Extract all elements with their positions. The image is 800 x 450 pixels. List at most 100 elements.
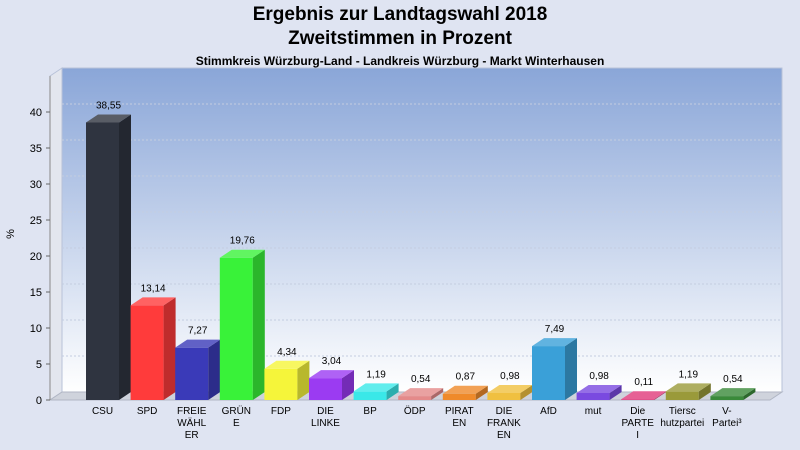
chart-title: Ergebnis zur Landtagswahl 2018 [252,4,548,25]
bar [353,383,399,400]
bar-front [665,391,699,400]
y-tick-label: 20 [30,251,42,263]
bar-side [743,388,756,400]
bar [487,384,533,400]
bar-value-label: 19,76 [230,236,255,247]
bar-value-label: 1,19 [679,369,699,380]
bar [309,370,354,400]
category-label-line: ER [185,430,199,441]
plot-side-wall [49,67,63,401]
bar-side [475,385,488,400]
bar-value-label: 1,19 [366,369,386,380]
category-label-line: V- [722,406,731,417]
category-label: CSU [92,406,113,417]
bar [219,249,265,400]
bar-top [665,383,711,392]
category-label: SPD [137,406,158,417]
category-label-line: I [636,430,639,441]
bar-side [565,338,577,400]
category-label: DIE LINKE [311,406,340,429]
bar-side [654,391,667,400]
category-label-line: FRANK [487,418,521,429]
bar [130,297,176,400]
bar-value-label: 0,54 [723,374,743,385]
bar-top [86,114,131,123]
category-label-line: Die [630,406,645,417]
bar-top [621,391,667,400]
category-label-line: Partei³ [712,418,742,429]
bar-value-label: 4,34 [277,347,297,358]
bar-side [297,360,310,400]
bar-value-label: 0,11 [634,377,653,388]
bar-value-label: 0,87 [456,372,476,383]
bar [665,383,711,400]
category-label: FDP [271,406,291,417]
bar-front [576,392,610,400]
bar-side [698,383,711,400]
bar [175,339,221,400]
bar-top [710,388,756,397]
bar-side [520,384,533,400]
bar-top [487,384,533,393]
chart-subsubtitle: Stimmkreis Würzburg-Land - Landkreis Wür… [195,54,605,68]
bar-side [386,383,399,400]
bar-top [264,360,310,369]
bar-side [119,114,131,400]
y-tick-label: 30 [30,179,42,191]
category-label-line: SPD [137,406,158,417]
bar-front [219,257,253,400]
bar-side [609,384,622,400]
bar-side [342,370,354,400]
bar-top [175,339,221,348]
category-label: ÖDP [404,405,426,417]
bar-top [442,385,488,394]
bar-side [208,339,221,400]
bar-value-label: 38,55 [96,100,121,111]
bar-top [576,384,622,393]
category-label-line: PIRAT [445,406,474,417]
category-label: mut [585,406,602,417]
y-tick-label: 0 [36,395,42,407]
category-label: BP [363,406,377,417]
category-label: Die PARTE I [621,406,654,441]
category-label: GRÜN E [222,405,251,429]
bar-front [487,392,521,400]
y-tick-label: 15 [30,287,42,299]
bar-value-label: 0,54 [411,374,431,385]
bar-top [130,297,176,306]
bar [576,384,622,400]
bar-value-label: 3,04 [322,356,342,367]
category-label-line: PARTE [621,418,654,429]
bar-value-label: 7,49 [545,324,565,335]
category-label: DIE FRANK EN [487,406,521,441]
category-label-line: WÄHL [177,417,206,429]
bar-front [710,396,744,400]
bar-top [309,370,354,379]
plot-back-wall [61,67,783,393]
bar-value-label: 7,27 [188,326,208,337]
y-tick-label: 40 [30,107,42,119]
bar-top [219,249,265,258]
category-label-line: CSU [92,406,113,417]
category-label-line: EN [497,430,511,441]
y-tick-label: 25 [30,215,42,227]
category-label: AfD [540,406,557,417]
category-label-line: LINKE [311,418,340,429]
bar [621,391,667,400]
category-label-line: E [233,418,240,429]
bar-value-label: 0,98 [589,371,609,382]
category-label-line: mut [585,406,602,417]
category-label: Tiersc hutzpartei [660,406,704,429]
category-label-line: GRÜN [222,405,251,417]
bar-side [163,297,176,400]
y-tick-label: 35 [30,143,42,155]
bar-top [398,388,444,397]
bar-front [442,393,476,400]
category-label-line: ÖDP [404,405,426,417]
bar [710,388,756,400]
y-tick-label: 10 [30,323,42,335]
bar-front [175,347,209,400]
bar-value-label: 0,98 [500,371,520,382]
chart-subtitle: Zweitstimmen in Prozent [288,28,512,49]
